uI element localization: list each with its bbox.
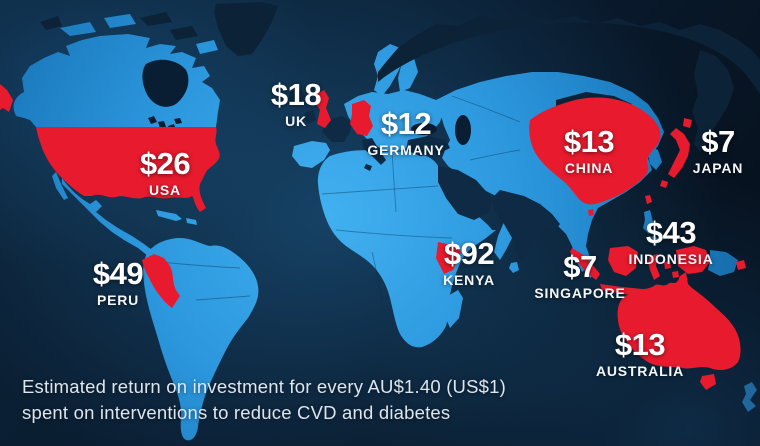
label-singapore: $7 SINGAPORE: [534, 249, 626, 301]
country-name-japan: JAPAN: [692, 160, 744, 176]
new-zealand-shape: [742, 382, 757, 412]
country-name-uk: UK: [285, 113, 307, 129]
japan-highlight: [660, 118, 692, 188]
label-uk: $18 UK: [270, 77, 322, 129]
kenya-highlight: [436, 242, 461, 274]
roi-value-china: $13: [563, 124, 615, 159]
roi-value-japan: $7: [701, 124, 735, 159]
country-name-australia: AUSTRALIA: [595, 363, 685, 379]
label-australia: $13 AUSTRALIA: [595, 327, 685, 379]
ireland-shape: [303, 110, 316, 124]
mexico-central-america-shape: [62, 178, 152, 256]
hainan-highlight: [588, 209, 594, 216]
caspian-sea: [455, 115, 471, 145]
arctic-islands-dark: [40, 12, 198, 40]
madagascar-shape: [444, 290, 463, 328]
france-shape: [322, 116, 352, 142]
greenland-shape: [214, 2, 278, 56]
iberia-shape: [292, 141, 330, 168]
roi-value-kenya: $92: [443, 236, 495, 271]
roi-value-singapore: $7: [563, 249, 597, 284]
roi-value-peru: $49: [92, 256, 144, 291]
korea-shape: [648, 146, 662, 170]
label-china: $13 CHINA: [563, 124, 615, 176]
italy-shape: [362, 138, 386, 171]
label-japan: $7 JAPAN: [692, 124, 744, 176]
iceland-shape: [288, 90, 306, 104]
label-peru: $49 PERU: [92, 256, 144, 308]
label-germany: $12 GERMANY: [367, 106, 445, 158]
label-indonesia: $43 INDONESIA: [628, 215, 714, 267]
new-guinea-east-shape: [708, 250, 738, 276]
roi-value-germany: $12: [380, 106, 432, 141]
roi-value-usa: $26: [139, 146, 191, 181]
germany-highlight: [350, 100, 373, 136]
roi-value-indonesia: $43: [645, 215, 697, 250]
arabia-shape: [438, 166, 492, 220]
turkey-shape: [406, 136, 450, 156]
scandinavia-shape: [374, 44, 418, 96]
siberia-shape: [378, 14, 760, 94]
country-name-china: CHINA: [564, 160, 614, 176]
label-usa: $26 USA: [139, 146, 191, 198]
india-shape: [492, 190, 560, 262]
peru-highlight: [142, 254, 180, 308]
philippines-shape: [643, 210, 658, 246]
australia-highlight: [617, 272, 741, 370]
indonesia-highlight: [570, 246, 746, 297]
country-name-indonesia: INDONESIA: [628, 251, 714, 267]
tasmania-highlight: [700, 374, 716, 390]
sri-lanka-shape: [509, 262, 519, 273]
uk-highlight: [315, 90, 331, 128]
alaska-highlight: [0, 84, 13, 112]
roi-value-uk: $18: [270, 77, 322, 112]
country-name-peru: PERU: [96, 292, 140, 308]
country-name-singapore: SINGAPORE: [534, 285, 626, 301]
country-name-usa: USA: [149, 182, 181, 198]
label-kenya: $92 KENYA: [443, 236, 495, 288]
arctic-islands: [60, 14, 218, 54]
caribbean-islands: [156, 210, 197, 225]
usa-highlight: [36, 127, 220, 212]
canada-shape: [13, 34, 220, 127]
hudson-bay: [142, 59, 189, 107]
baja-shape: [52, 172, 68, 200]
kamchatka-shape: [692, 50, 734, 152]
taiwan-highlight: [645, 195, 652, 204]
caption: Estimated return on investment for every…: [22, 374, 506, 426]
caption-line-1: Estimated return on investment for every…: [22, 376, 506, 397]
caption-line-2: spent on interventions to reduce CVD and…: [22, 402, 451, 423]
china-highlight: [529, 97, 661, 205]
country-name-germany: GERMANY: [367, 142, 445, 158]
black-sea: [411, 123, 437, 135]
country-name-kenya: KENYA: [443, 272, 495, 288]
roi-value-australia: $13: [614, 327, 666, 362]
